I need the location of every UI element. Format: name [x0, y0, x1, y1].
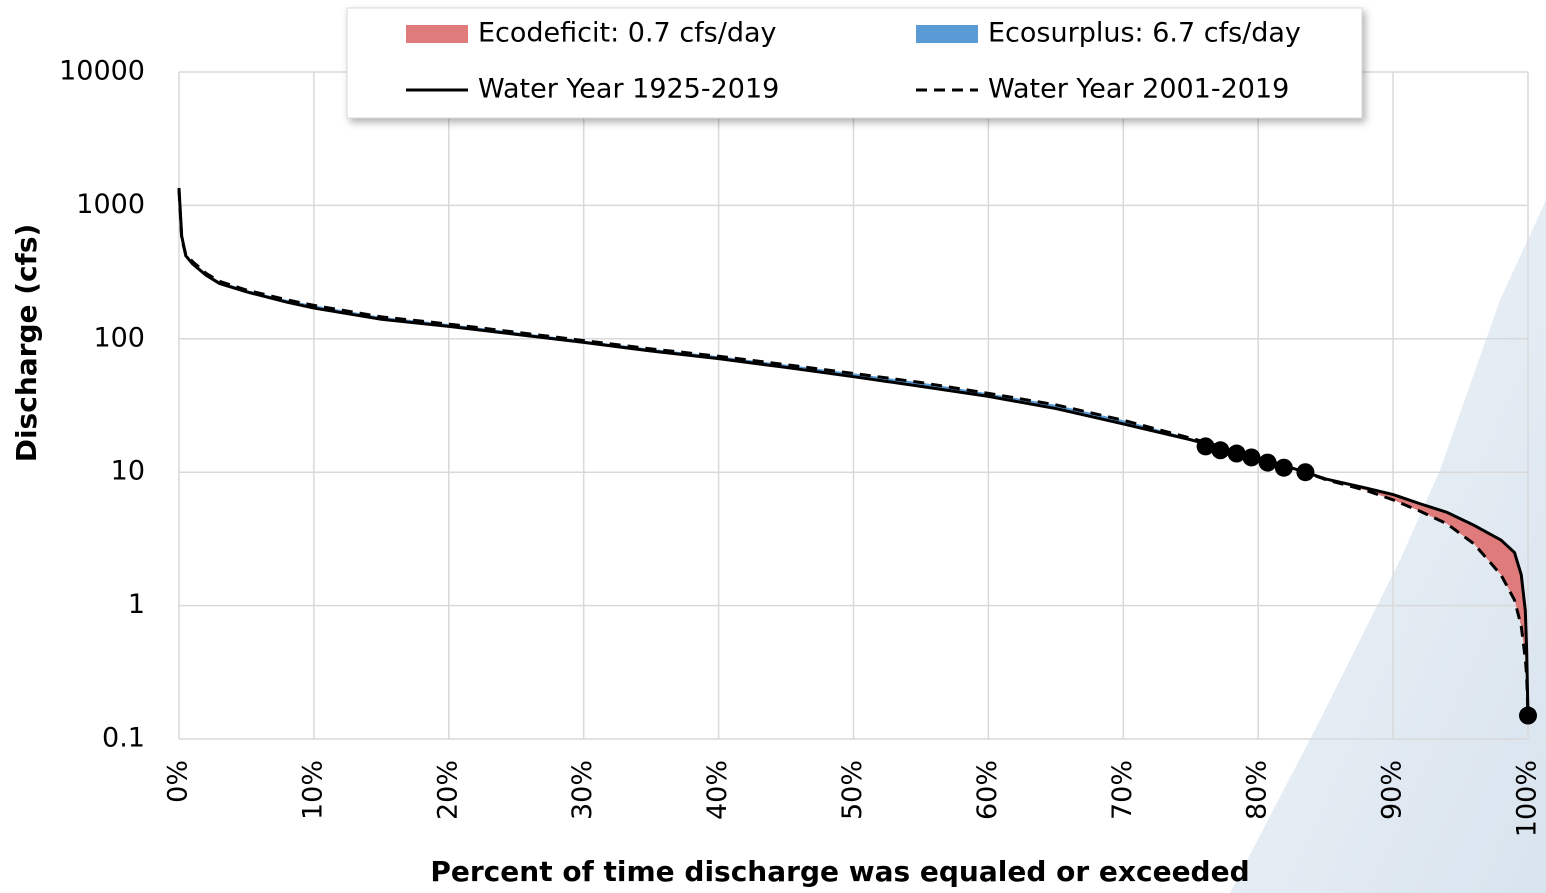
- y-tick-label: 1: [128, 589, 145, 620]
- x-tick-label: 40%: [702, 760, 733, 820]
- marker: [1519, 706, 1537, 725]
- watermark: [1230, 200, 1546, 893]
- y-tick-label: 10000: [59, 56, 145, 87]
- x-axis-title: Percent of time discharge was equaled or…: [430, 855, 1249, 888]
- y-tick-label: 100: [93, 322, 145, 353]
- legend-label: Water Year 1925-2019: [478, 74, 779, 105]
- x-tick-label: 70%: [1107, 760, 1138, 820]
- y-axis-title: Discharge (cfs): [10, 224, 43, 463]
- legend-label: Ecosurplus: 6.7 cfs/day: [988, 18, 1301, 49]
- legend: Ecodeficit: 0.7 cfs/day Ecosurplus: 6.7 c…: [346, 7, 1363, 119]
- series-line: [177, 190, 1530, 716]
- y-tick-label: 0.1: [102, 723, 145, 754]
- legend-swatch: [406, 25, 468, 43]
- x-tick-label: 20%: [432, 760, 463, 820]
- legend-swatch: [916, 25, 978, 43]
- x-tick-label: 60%: [972, 760, 1003, 820]
- marker: [1227, 444, 1246, 463]
- x-tick-label: 0%: [163, 760, 194, 803]
- x-tick-label: 10%: [297, 760, 328, 820]
- marker: [1274, 458, 1293, 477]
- marker: [1296, 463, 1315, 482]
- marker: [1242, 448, 1261, 467]
- x-tick-label: 100%: [1512, 760, 1543, 837]
- x-tick-label: 80%: [1242, 760, 1273, 820]
- marker: [1258, 453, 1277, 472]
- series-line: [177, 187, 1530, 716]
- y-tick-label: 10: [111, 456, 145, 487]
- marker: [1211, 441, 1230, 460]
- marker: [1196, 437, 1215, 456]
- x-tick-label: 30%: [567, 760, 598, 820]
- x-tick-label: 90%: [1377, 760, 1408, 820]
- x-tick-label: 50%: [837, 760, 868, 820]
- legend-box: [346, 7, 1363, 119]
- y-tick-label: 1000: [76, 189, 145, 220]
- legend-label: Ecodeficit: 0.7 cfs/day: [478, 18, 777, 49]
- legend-label: Water Year 2001-2019: [988, 74, 1289, 105]
